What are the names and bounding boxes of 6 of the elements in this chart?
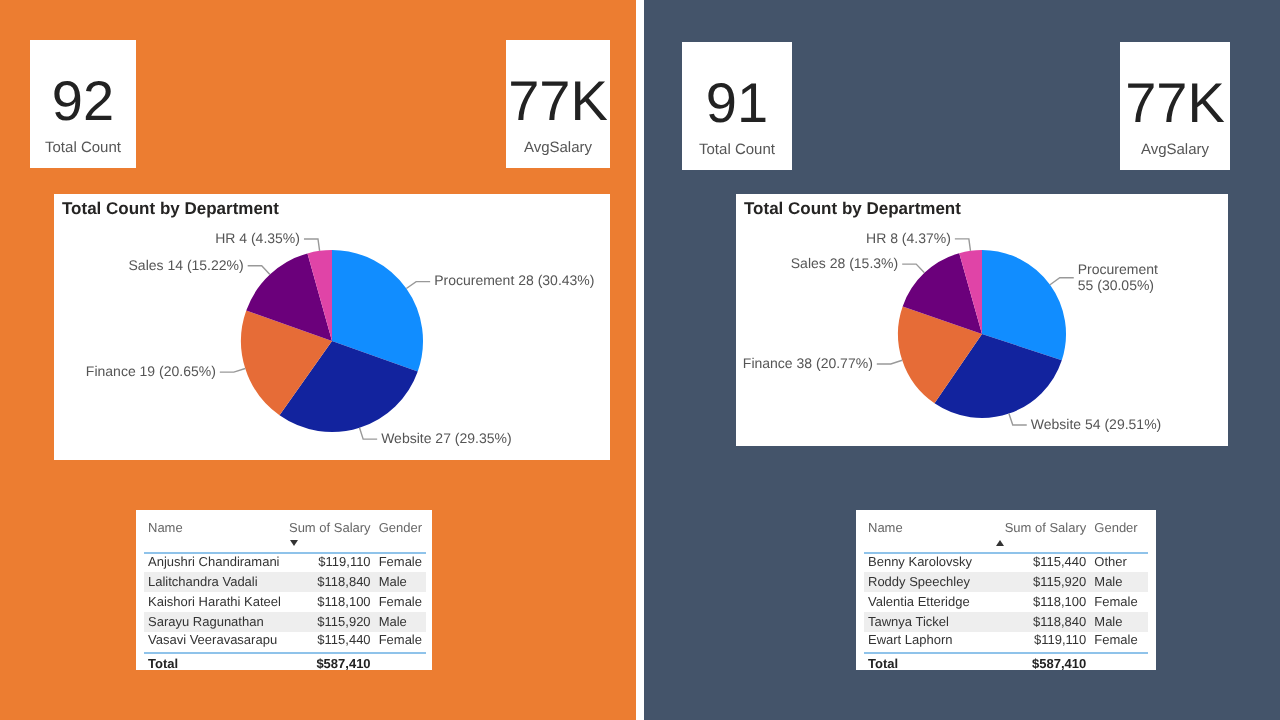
text: 92 bbox=[51, 70, 115, 132]
text: 77K bbox=[1125, 72, 1225, 134]
text: 91 bbox=[705, 72, 769, 134]
text: 77K bbox=[508, 70, 608, 132]
chart-title: Total Count by Department bbox=[744, 198, 961, 218]
chart-title: Total Count by Department bbox=[62, 198, 279, 218]
